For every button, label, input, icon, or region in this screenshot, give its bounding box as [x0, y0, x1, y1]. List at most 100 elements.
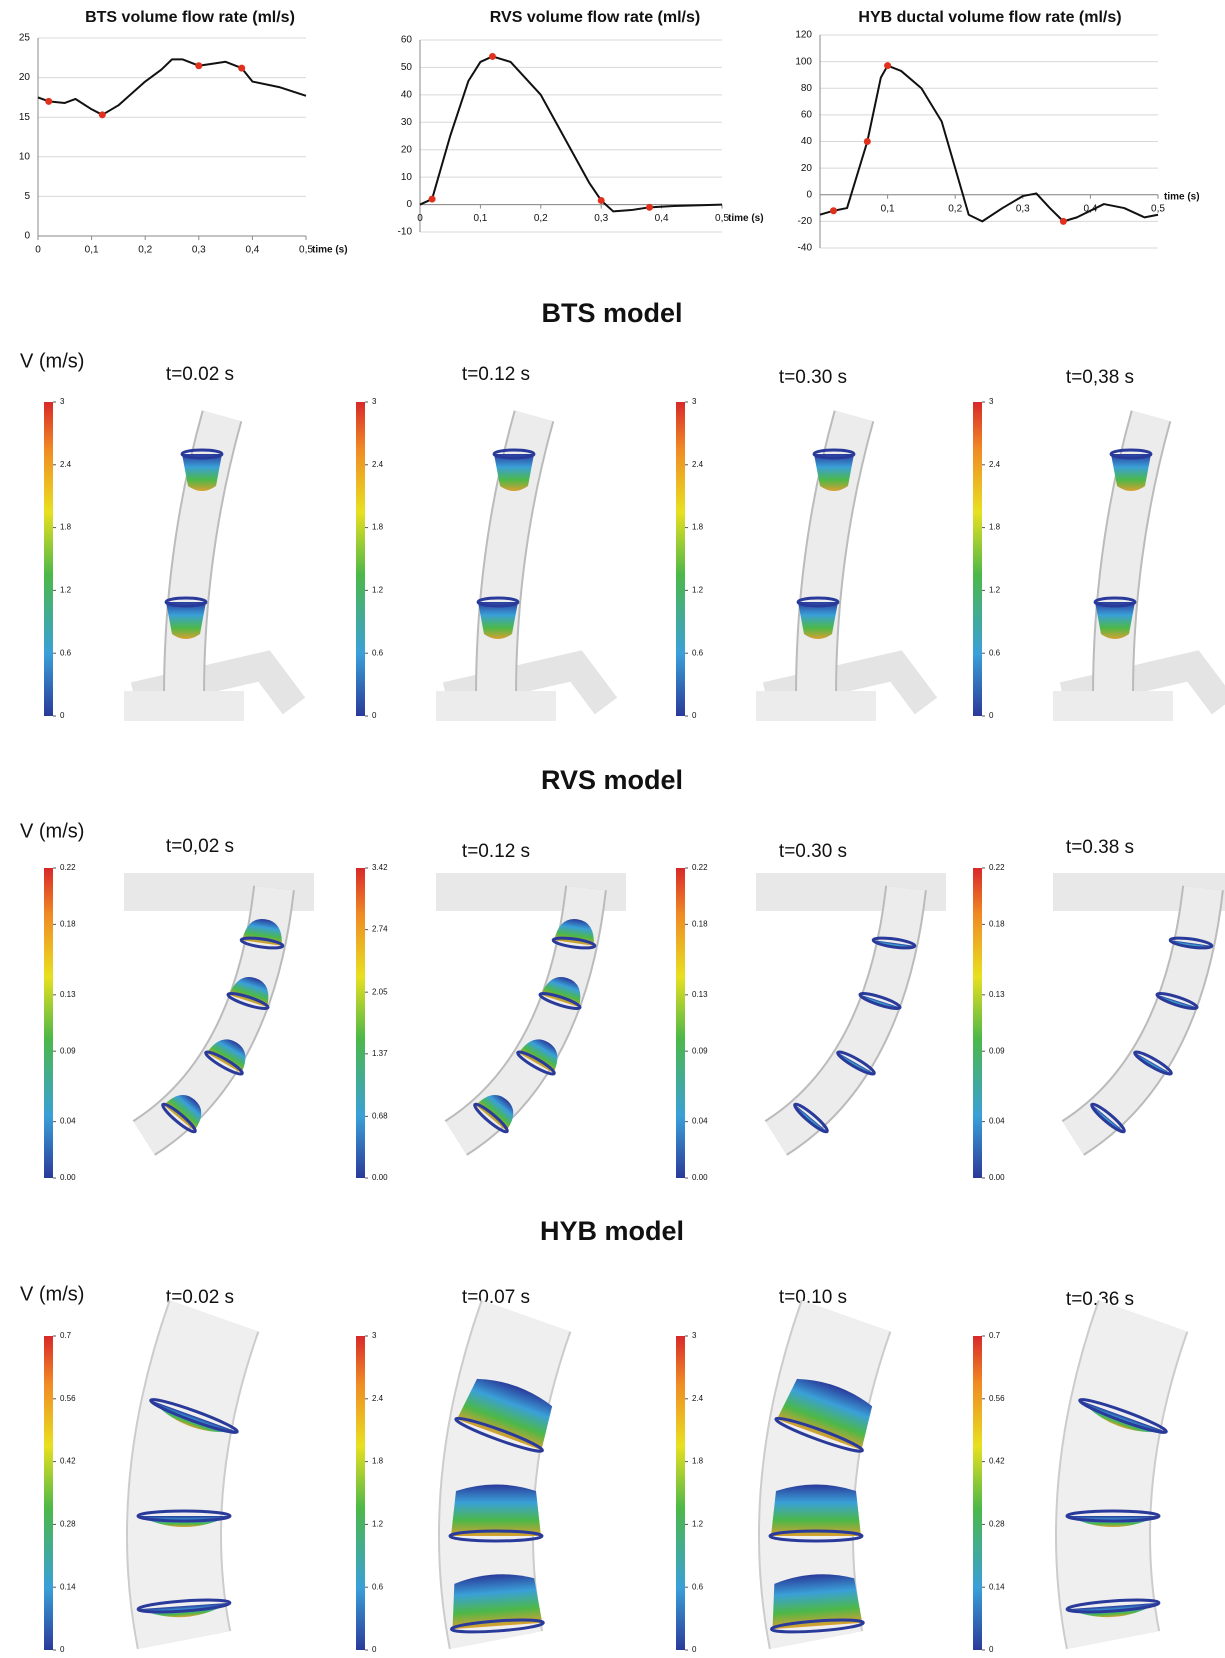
y-tick-label: 120	[795, 30, 812, 41]
x-axis-label: time (s)	[728, 213, 764, 224]
colorbar-tick-label: 0.18	[60, 919, 76, 928]
colorbar-tick-label: 0.22	[989, 863, 1005, 872]
x-axis-label: time (s)	[312, 245, 348, 256]
colorbar-tick-label: 0.13	[692, 990, 708, 999]
y-tick-label: 15	[19, 112, 31, 123]
x-axis-label: time (s)	[1164, 191, 1200, 202]
time-label: t=0.30 s	[779, 841, 847, 862]
colorbar-tick-label: 1.2	[989, 586, 1001, 595]
x-tick-label: 0,1	[85, 245, 99, 256]
colorbar-tick-label: 0.6	[372, 648, 384, 657]
line	[38, 59, 306, 114]
colorbar-tick-label: 0.13	[60, 990, 76, 999]
model-title: RVS model	[541, 765, 683, 795]
time-label: t=0.12 s	[462, 841, 530, 862]
colorbar-tick-label: 0.04	[989, 1117, 1005, 1126]
colorbar-tick-label: 2.74	[372, 925, 388, 934]
x-tick-label: 0	[417, 213, 423, 224]
marker	[195, 62, 202, 69]
flow-profile-group	[450, 1485, 542, 1542]
colorbar-tick-label: 0.56	[989, 1394, 1005, 1403]
time-label: t=0,38 s	[1066, 367, 1134, 388]
x-tick-label: 0,1	[881, 203, 895, 214]
y-tick-label: 0	[406, 199, 412, 210]
colorbar-tick-label: 0.56	[60, 1394, 76, 1403]
colorbar-tick-label: 0	[372, 1645, 377, 1654]
colorbar-tick-label: 0.7	[989, 1331, 1001, 1340]
colorbar-tick-label: 0.04	[60, 1117, 76, 1126]
time-label: t=0.30 s	[779, 367, 847, 388]
colorbar-tick-label: 3	[60, 397, 65, 406]
velocity-label: V (m/s)	[20, 1283, 84, 1305]
model-title: BTS model	[541, 298, 682, 328]
flow-profile	[478, 602, 518, 639]
vessel	[1103, 1316, 1143, 1640]
colorbar	[356, 402, 365, 716]
x-tick-label: 0,1	[473, 213, 487, 224]
time-label: t=0.07 s	[462, 1287, 530, 1308]
marker	[1060, 218, 1067, 225]
colorbar-tick-label: 1.8	[989, 523, 1001, 532]
x-tick-label: 0,3	[1016, 203, 1030, 214]
flow-profile	[1095, 602, 1135, 639]
flow-profile	[182, 454, 222, 491]
flow-profile	[814, 454, 854, 491]
marker	[45, 98, 52, 105]
y-tick-label: 20	[801, 163, 813, 174]
colorbar-tick-label: 1.8	[60, 523, 72, 532]
flow-profile	[1111, 454, 1151, 491]
colorbar-tick-label: 2.4	[60, 460, 72, 469]
colorbar-tick-label: 0.6	[989, 648, 1001, 657]
y-tick-label: -40	[798, 243, 813, 254]
flow-profile	[798, 602, 838, 639]
marker	[884, 62, 891, 69]
colorbar-tick-label: 1.8	[692, 523, 704, 532]
vessel	[174, 1316, 214, 1640]
colorbar-tick-label: 2.4	[692, 1394, 704, 1403]
figure: BTS volume flow rate (ml/s)051015202500,…	[0, 0, 1225, 1658]
line	[420, 56, 722, 211]
colorbar	[676, 402, 685, 716]
colorbar-tick-label: 3	[692, 397, 697, 406]
x-tick-label: 0,4	[245, 245, 259, 256]
y-tick-label: -10	[398, 227, 413, 238]
colorbar-tick-label: 1.8	[372, 1457, 384, 1466]
colorbar	[356, 1336, 365, 1650]
colorbar	[973, 1336, 982, 1650]
colorbar-tick-label: 1.2	[692, 586, 704, 595]
colorbar-tick-label: 1.2	[692, 1520, 704, 1529]
colorbar-tick-label: 0.00	[372, 1173, 388, 1182]
y-tick-label: 80	[801, 83, 813, 94]
x-tick-label: 0,3	[192, 245, 206, 256]
colorbar-tick-label: 0	[60, 1645, 65, 1654]
colorbar-tick-label: 0.09	[60, 1046, 76, 1055]
flow-profile	[771, 1485, 861, 1537]
colorbar-tick-label: 0	[989, 1645, 994, 1654]
y-tick-label: 20	[401, 144, 413, 155]
flow-profile	[451, 1485, 541, 1537]
colorbar-tick-label: 0.00	[989, 1173, 1005, 1182]
colorbar-tick-label: 3	[372, 397, 377, 406]
colorbar-tick-label: 0.42	[989, 1457, 1005, 1466]
x-tick-label: 0,3	[594, 213, 608, 224]
flow-profile	[166, 602, 206, 639]
colorbar-tick-label: 1.8	[692, 1457, 704, 1466]
y-tick-label: 50	[401, 62, 413, 73]
y-tick-label: 10	[19, 151, 31, 162]
colorbar-tick-label: 3.42	[372, 863, 388, 872]
flow-profile	[494, 454, 534, 491]
colorbar-tick-label: 1.37	[372, 1049, 388, 1058]
marker	[238, 65, 245, 72]
colorbar-tick-label: 0.00	[60, 1173, 76, 1182]
colorbar	[44, 868, 53, 1178]
colorbar-tick-label: 0	[60, 711, 65, 720]
colorbar-tick-label: 0	[692, 711, 697, 720]
colorbar-tick-label: 3	[692, 1331, 697, 1340]
velocity-label: V (m/s)	[20, 820, 84, 842]
colorbar-tick-label: 0.09	[692, 1046, 708, 1055]
colorbar-tick-label: 0.28	[989, 1520, 1005, 1529]
line	[820, 66, 1158, 222]
x-tick-label: 0,2	[138, 245, 152, 256]
colorbar	[676, 1336, 685, 1650]
colorbar-tick-label: 0.14	[60, 1582, 76, 1591]
